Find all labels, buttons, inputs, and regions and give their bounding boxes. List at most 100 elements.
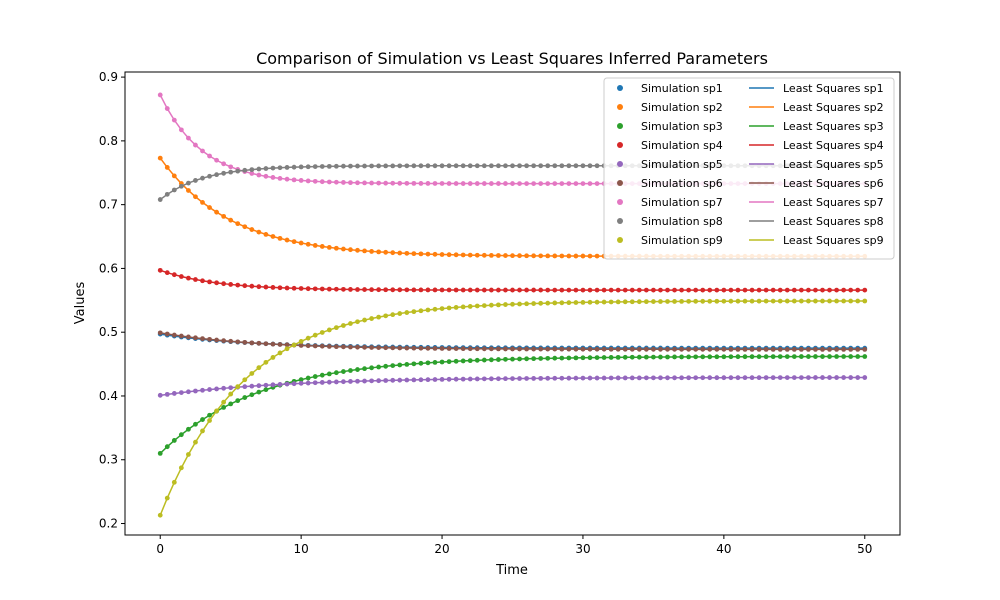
simulation-point-sp3 (834, 354, 839, 359)
simulation-point-sp4 (383, 287, 389, 293)
simulation-point-sp6 (263, 341, 269, 347)
simulation-point-sp7 (418, 181, 424, 186)
simulation-point-sp6 (594, 346, 600, 352)
simulation-point-sp3 (693, 354, 699, 360)
simulation-point-sp9 (643, 299, 649, 305)
simulation-point-sp2 (270, 234, 276, 239)
simulation-point-sp3 (721, 354, 727, 360)
simulation-point-sp4 (622, 287, 628, 293)
least-squares-line-sp3 (159, 355, 865, 454)
simulation-point-sp7 (277, 175, 283, 181)
simulation-point-sp2 (524, 253, 529, 259)
simulation-point-sp3 (411, 361, 417, 367)
simulation-point-sp3 (643, 354, 649, 360)
simulation-point-sp7 (474, 181, 480, 186)
simulation-point-sp4 (798, 287, 804, 293)
simulation-point-sp6 (629, 346, 635, 352)
simulation-point-sp7 (566, 181, 572, 187)
simulation-point-sp9 (834, 298, 839, 304)
simulation-point-sp4 (488, 287, 494, 293)
simulation-point-sp8 (326, 163, 332, 169)
simulation-point-sp7 (453, 181, 459, 186)
simulation-point-sp3 (587, 355, 593, 361)
legend-label-least-squares-sp9: Least Squares sp9 (783, 234, 884, 247)
simulation-point-sp6 (777, 346, 783, 352)
simulation-point-sp2 (538, 253, 544, 259)
simulation-point-sp4 (721, 287, 727, 293)
simulation-point-sp4 (665, 287, 670, 293)
simulation-point-sp3 (813, 354, 818, 359)
simulation-point-sp9 (749, 298, 755, 304)
simulation-point-sp5 (369, 378, 374, 384)
simulation-point-sp3 (200, 417, 205, 422)
simulation-point-sp6 (566, 346, 572, 352)
simulation-point-sp3 (580, 355, 586, 361)
simulation-point-sp3 (601, 355, 607, 360)
simulation-point-sp8 (460, 163, 466, 169)
simulation-point-sp6 (207, 336, 212, 342)
simulation-point-sp6 (503, 346, 508, 352)
simulation-point-sp4 (242, 283, 248, 289)
simulation-point-sp9 (735, 298, 741, 304)
legend-label-simulation-sp2: Simulation sp2 (641, 101, 723, 114)
simulation-point-sp6 (228, 338, 234, 344)
simulation-point-sp6 (390, 345, 396, 351)
simulation-point-sp4 (643, 287, 649, 293)
simulation-point-sp3 (242, 395, 248, 400)
simulation-point-sp5 (806, 375, 811, 380)
simulation-point-sp9 (608, 299, 614, 305)
simulation-point-sp4 (742, 287, 748, 293)
simulation-point-sp5 (601, 375, 607, 381)
simulation-point-sp4 (171, 272, 177, 278)
simulation-point-sp5 (284, 381, 290, 387)
simulation-point-sp3 (798, 354, 804, 359)
simulation-point-sp7 (587, 181, 593, 187)
simulation-point-sp4 (411, 287, 417, 293)
simulation-point-sp3 (221, 405, 227, 410)
simulation-point-sp2 (503, 253, 508, 258)
simulation-point-sp4 (312, 286, 318, 292)
simulation-point-sp9 (481, 303, 487, 308)
simulation-point-sp2 (460, 252, 466, 258)
simulation-point-sp6 (446, 346, 452, 351)
simulation-point-sp6 (362, 344, 367, 350)
simulation-point-sp6 (242, 339, 248, 345)
x-tick-label: 50 (857, 542, 872, 556)
simulation-point-sp6 (474, 346, 480, 352)
simulation-point-sp9 (672, 299, 677, 304)
simulation-point-sp8 (446, 163, 452, 169)
simulation-point-sp3 (636, 354, 642, 360)
simulation-point-sp8 (566, 163, 572, 169)
simulation-point-sp6 (256, 340, 262, 346)
simulation-point-sp4 (580, 287, 586, 293)
simulation-point-sp5 (559, 375, 565, 381)
simulation-point-sp7 (171, 117, 177, 123)
simulation-point-sp4 (700, 287, 706, 293)
simulation-point-sp3 (503, 356, 508, 362)
simulation-point-sp9 (855, 298, 861, 304)
simulation-point-sp2 (207, 205, 212, 210)
simulation-point-sp9 (517, 301, 522, 307)
simulation-point-sp4 (249, 283, 255, 289)
simulation-point-sp9 (305, 335, 311, 341)
simulation-point-sp9 (256, 365, 262, 371)
simulation-point-sp9 (615, 299, 621, 305)
y-tick-label: 0.3 (99, 453, 118, 467)
simulation-point-sp9 (763, 298, 769, 304)
simulation-point-sp3 (333, 370, 339, 376)
simulation-point-sp6 (369, 345, 374, 350)
simulation-point-sp4 (305, 286, 311, 292)
simulation-point-sp9 (728, 298, 734, 304)
simulation-point-sp6 (312, 343, 318, 349)
simulation-point-sp9 (355, 319, 360, 325)
simulation-point-sp4 (341, 286, 346, 292)
simulation-point-sp6 (763, 346, 769, 352)
simulation-point-sp4 (263, 284, 269, 290)
simulation-point-sp3 (319, 372, 325, 378)
x-tick-label: 40 (716, 542, 731, 556)
simulation-point-sp9 (770, 298, 776, 304)
simulation-point-sp5 (665, 375, 670, 381)
simulation-point-sp4 (404, 287, 410, 293)
simulation-point-sp8 (390, 163, 396, 169)
simulation-point-sp3 (460, 358, 466, 364)
